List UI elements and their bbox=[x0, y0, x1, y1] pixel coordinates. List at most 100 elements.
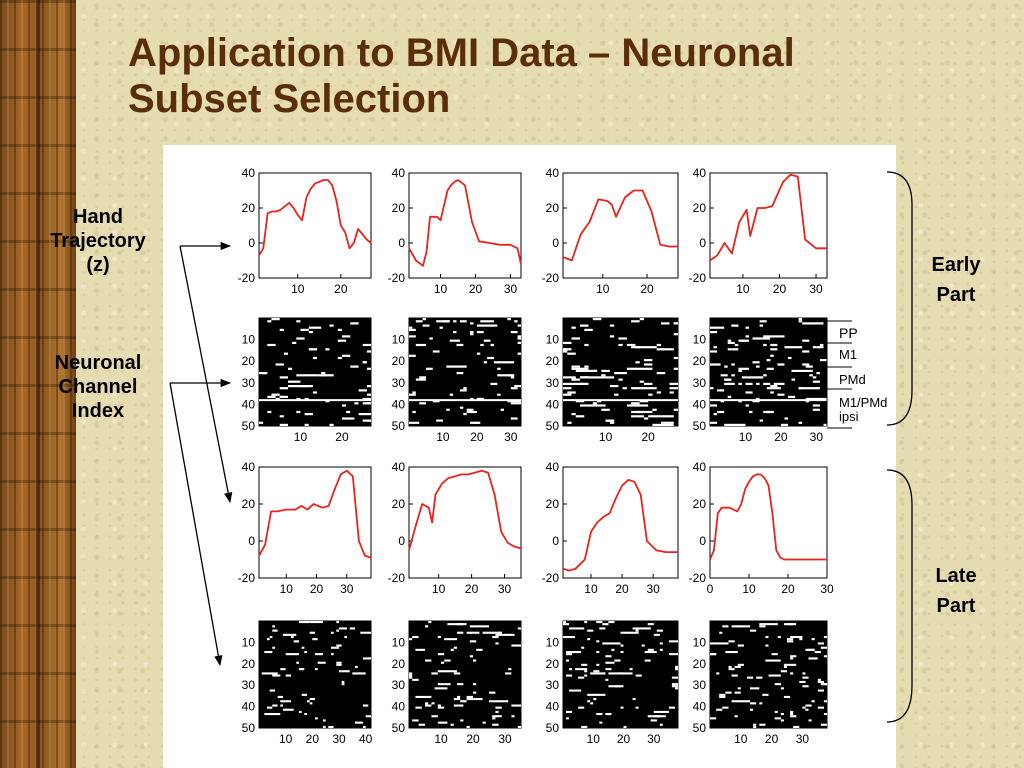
active-cell bbox=[790, 638, 794, 641]
active-cell bbox=[652, 423, 674, 426]
active-cell bbox=[756, 397, 760, 401]
active-cell bbox=[802, 672, 806, 675]
active-cell bbox=[777, 363, 785, 366]
active-cell bbox=[590, 702, 594, 705]
active-cell bbox=[799, 680, 806, 683]
active-cell bbox=[716, 708, 720, 711]
active-cell bbox=[432, 400, 440, 403]
xtick-label: 10 bbox=[434, 732, 448, 746]
xtick-label: 10 bbox=[294, 430, 308, 444]
active-cell bbox=[569, 668, 573, 671]
active-cell bbox=[571, 365, 580, 368]
active-cell bbox=[511, 704, 521, 707]
trajectory-line-late-1 bbox=[258, 469, 372, 559]
active-cell bbox=[308, 348, 318, 351]
active-cell bbox=[644, 651, 657, 654]
active-cell bbox=[563, 623, 570, 626]
active-cell bbox=[580, 376, 589, 379]
active-cell bbox=[799, 638, 803, 641]
active-cell bbox=[296, 661, 299, 664]
active-cell bbox=[719, 693, 726, 696]
active-cell bbox=[342, 404, 347, 407]
xtick-label: 20 bbox=[615, 582, 629, 596]
active-cell bbox=[412, 636, 419, 639]
active-cell bbox=[415, 706, 422, 709]
active-cell bbox=[648, 393, 653, 396]
active-cell bbox=[611, 648, 615, 651]
ytick-label: 20 bbox=[392, 354, 406, 368]
active-cell bbox=[358, 389, 367, 392]
active-cell bbox=[635, 361, 640, 364]
active-cell bbox=[643, 359, 653, 362]
active-cell bbox=[629, 668, 633, 671]
active-cell bbox=[790, 636, 803, 639]
channel-label-line-1: Neuronal bbox=[54, 352, 142, 374]
active-cell bbox=[312, 638, 318, 641]
active-cell bbox=[614, 393, 619, 396]
ytick-label: 50 bbox=[392, 419, 406, 433]
active-cell bbox=[581, 663, 588, 666]
active-cell bbox=[605, 661, 615, 664]
active-cell bbox=[620, 706, 624, 709]
active-cell bbox=[409, 421, 420, 424]
active-cell bbox=[759, 723, 766, 726]
active-cell bbox=[277, 695, 283, 698]
ytick-label: -20 bbox=[542, 571, 560, 585]
active-cell bbox=[620, 651, 624, 654]
active-cell bbox=[731, 348, 739, 351]
active-cell bbox=[354, 402, 359, 405]
active-cell bbox=[459, 389, 467, 392]
active-cell bbox=[584, 365, 589, 368]
active-cell bbox=[409, 354, 416, 357]
active-cell bbox=[731, 651, 738, 654]
active-cell bbox=[567, 352, 576, 355]
ytick-label: 20 bbox=[392, 657, 406, 671]
active-cell bbox=[409, 335, 416, 338]
active-cell bbox=[656, 348, 666, 351]
heatmap-chan-early-2 bbox=[408, 317, 522, 427]
early-label-line-2: Part bbox=[936, 284, 976, 306]
active-cell bbox=[337, 356, 342, 360]
active-cell bbox=[346, 410, 351, 414]
active-cell bbox=[489, 700, 493, 703]
active-cell bbox=[272, 629, 278, 632]
active-cell bbox=[713, 642, 729, 645]
ytick-label: 50 bbox=[242, 721, 256, 735]
active-cell bbox=[771, 653, 778, 656]
active-cell bbox=[639, 400, 649, 403]
active-cell bbox=[437, 704, 441, 707]
active-cell bbox=[267, 706, 273, 709]
active-cell bbox=[466, 698, 483, 701]
active-cell bbox=[473, 691, 477, 694]
xtick-label: 40 bbox=[359, 732, 373, 746]
heatmap-cells-chan-late-4 bbox=[710, 623, 827, 728]
active-cell bbox=[763, 410, 771, 414]
active-cell bbox=[280, 700, 286, 703]
active-cell bbox=[296, 410, 301, 414]
active-cell bbox=[734, 665, 741, 668]
active-cell bbox=[669, 391, 674, 394]
active-cell bbox=[675, 687, 678, 690]
active-cell bbox=[765, 659, 781, 662]
xtick-label: 10 bbox=[291, 282, 305, 296]
active-cell bbox=[647, 715, 666, 718]
active-cell bbox=[719, 708, 723, 711]
xtick-label: 0 bbox=[707, 582, 714, 596]
ytick-label: 0 bbox=[248, 236, 255, 250]
active-cell bbox=[622, 387, 627, 390]
active-cell bbox=[307, 700, 310, 703]
active-cell bbox=[641, 644, 645, 647]
active-cell bbox=[763, 374, 767, 377]
active-cell bbox=[450, 723, 454, 726]
active-cell bbox=[756, 676, 763, 679]
active-cell bbox=[269, 689, 275, 692]
active-cell bbox=[812, 376, 817, 379]
active-cell bbox=[279, 423, 288, 426]
early-part-label: Early Part bbox=[921, 250, 991, 310]
active-cell bbox=[820, 646, 827, 649]
active-cell bbox=[759, 623, 778, 626]
active-cell bbox=[508, 668, 512, 671]
active-cell bbox=[728, 668, 735, 671]
active-cell bbox=[571, 378, 580, 381]
active-cell bbox=[563, 621, 566, 624]
